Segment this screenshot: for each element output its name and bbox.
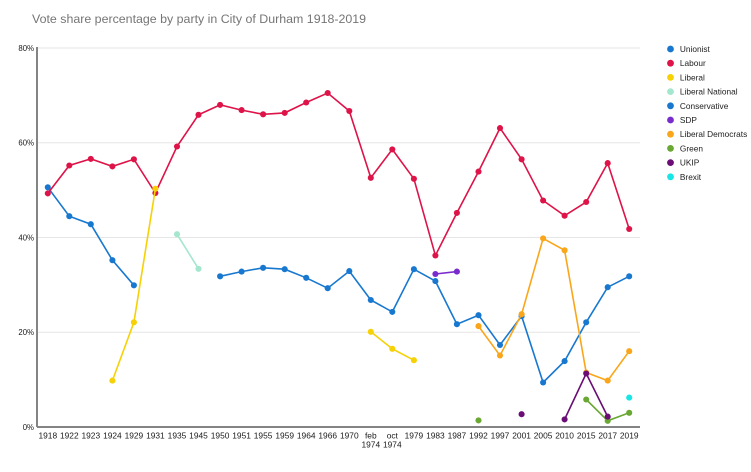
svg-text:Brexit: Brexit	[680, 172, 702, 182]
svg-text:1945: 1945	[189, 431, 208, 441]
svg-text:1951: 1951	[232, 431, 251, 441]
svg-text:feb: feb	[365, 431, 377, 441]
svg-text:1974: 1974	[361, 440, 380, 450]
svg-text:2015: 2015	[577, 431, 596, 441]
svg-text:Vote share percentage by party: Vote share percentage by party in City o…	[32, 12, 366, 26]
svg-text:2010: 2010	[555, 431, 574, 441]
svg-text:SDP: SDP	[680, 115, 698, 125]
svg-text:1964: 1964	[297, 431, 316, 441]
svg-text:Liberal Democrats: Liberal Democrats	[680, 129, 747, 139]
svg-text:20%: 20%	[18, 328, 34, 337]
svg-text:2001: 2001	[512, 431, 531, 441]
svg-text:UKIP: UKIP	[680, 158, 700, 168]
svg-text:1935: 1935	[168, 431, 187, 441]
svg-text:2005: 2005	[534, 431, 553, 441]
svg-text:1966: 1966	[318, 431, 337, 441]
svg-text:1950: 1950	[211, 431, 230, 441]
svg-text:1983: 1983	[426, 431, 445, 441]
svg-text:1992: 1992	[469, 431, 488, 441]
svg-text:oct: oct	[387, 431, 399, 441]
svg-text:1923: 1923	[81, 431, 100, 441]
svg-text:1970: 1970	[340, 431, 359, 441]
svg-text:1979: 1979	[405, 431, 424, 441]
svg-text:1997: 1997	[491, 431, 510, 441]
svg-text:1987: 1987	[448, 431, 467, 441]
svg-text:2019: 2019	[620, 431, 639, 441]
svg-text:Conservative: Conservative	[680, 101, 729, 111]
svg-text:1922: 1922	[60, 431, 79, 441]
svg-text:Liberal: Liberal	[680, 72, 705, 82]
svg-text:0%: 0%	[23, 423, 34, 432]
svg-text:1974: 1974	[383, 440, 402, 450]
svg-text:1955: 1955	[254, 431, 273, 441]
svg-text:1918: 1918	[38, 431, 57, 441]
svg-text:2017: 2017	[598, 431, 617, 441]
svg-text:1959: 1959	[275, 431, 294, 441]
svg-text:80%: 80%	[18, 44, 34, 53]
svg-text:1924: 1924	[103, 431, 122, 441]
svg-text:Labour: Labour	[680, 58, 706, 68]
svg-text:40%: 40%	[18, 233, 34, 242]
svg-text:60%: 60%	[18, 139, 34, 148]
svg-text:1929: 1929	[125, 431, 144, 441]
svg-text:Unionist: Unionist	[680, 44, 711, 54]
svg-text:Green: Green	[680, 143, 703, 153]
svg-text:1931: 1931	[146, 431, 165, 441]
svg-text:Liberal National: Liberal National	[680, 87, 738, 97]
